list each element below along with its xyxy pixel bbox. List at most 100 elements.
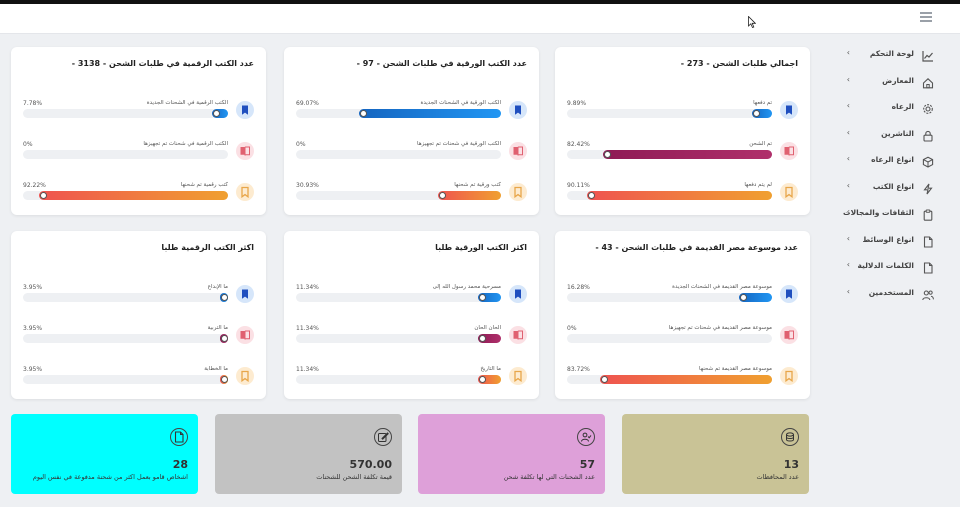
- progress-row: الكتب الرقمية في الشحنات الجديدة 7.78%: [23, 100, 254, 131]
- progress-knob: [438, 192, 446, 199]
- chevron-left-icon[interactable]: ‹: [846, 74, 850, 84]
- progress-label: لم يتم دفعها: [744, 182, 772, 188]
- sidebar-item[interactable]: انواع الرعاه ‹: [835, 148, 960, 175]
- book-icon: [236, 142, 254, 160]
- progress-label: موسوعة مصر القديمة تم شحنها: [699, 366, 772, 372]
- progress-knob: [478, 335, 486, 342]
- progress-row: موسوعة مصر القديمة في شحنات تم تجهيزها 0%: [567, 325, 798, 356]
- sidebar-item-label: الكلمات الدلالية: [857, 261, 914, 270]
- progress-track: [567, 150, 772, 159]
- chevron-left-icon[interactable]: ‹: [846, 101, 850, 110]
- progress-row: تم الشحن 82.42%: [567, 141, 798, 172]
- sidebar-item[interactable]: لوحة التحكم ‹: [835, 42, 960, 69]
- progress-label: الكتب الورقية في شحنات تم تجهيزها: [417, 141, 501, 147]
- chevron-left-icon[interactable]: ‹: [846, 48, 850, 57]
- sidebar-item[interactable]: المستخدمين ‹: [835, 281, 960, 308]
- progress-row: الكتب الورقية في الشحنات الجديدة 69.07%: [296, 100, 527, 131]
- stats-card: عدد موسوعة مصر القديمة في طلبات الشحن - …: [555, 231, 810, 399]
- sidebar-item[interactable]: الناشرين ‹: [835, 122, 960, 149]
- chevron-left-icon[interactable]: ‹: [846, 233, 850, 243]
- progress-knob: [601, 376, 609, 383]
- progress-label: تم دفعها: [753, 100, 772, 106]
- chevron-left-icon[interactable]: ‹: [846, 180, 850, 190]
- progress-row: ما الإبداع 3.95%: [23, 284, 254, 315]
- stat-label: عدد المحافظات: [756, 473, 799, 481]
- progress-row: الكتب الورقية في شحنات تم تجهيزها 0%: [296, 141, 527, 172]
- progress-fill: [477, 375, 501, 384]
- chevron-left-icon[interactable]: ‹: [846, 207, 850, 216]
- progress-percent: 0%: [23, 141, 33, 148]
- progress-knob: [588, 192, 596, 199]
- progress-knob: [220, 376, 228, 383]
- progress-track: [567, 191, 772, 200]
- progress-track: [23, 109, 228, 118]
- progress-percent: 3.95%: [23, 284, 43, 291]
- sidebar-item[interactable]: انواع الكتب ‹: [835, 175, 960, 202]
- chevron-left-icon[interactable]: ‹: [846, 260, 850, 269]
- progress-track: [567, 334, 772, 343]
- progress-fill: [600, 375, 772, 384]
- lock-icon: [922, 127, 934, 142]
- progress-label: كتب ورقية تم شحنها: [454, 182, 501, 188]
- progress-track: [296, 334, 501, 343]
- chevron-left-icon[interactable]: ‹: [846, 286, 850, 296]
- sidebar-item-label: لوحة التحكم: [869, 49, 914, 58]
- progress-percent: 83.72%: [567, 366, 590, 373]
- sidebar-item[interactable]: الرعاه ‹: [835, 95, 960, 122]
- stat-value: 28: [172, 458, 188, 471]
- progress-row: موسوعة مصر القديمة تم شحنها 83.72%: [567, 366, 798, 397]
- progress-track: [296, 150, 501, 159]
- progress-fill: [219, 334, 228, 343]
- progress-track: [296, 109, 501, 118]
- progress-track: [567, 293, 772, 302]
- progress-track: [23, 375, 228, 384]
- progress-track: [567, 109, 772, 118]
- progress-label: ما الإبداع: [207, 284, 228, 290]
- home-icon: [922, 74, 934, 88]
- bookmark-icon: [780, 367, 798, 385]
- edit-icon: [374, 428, 392, 446]
- progress-fill: [38, 191, 228, 200]
- progress-percent: 90.11%: [567, 182, 590, 189]
- progress-track: [23, 293, 228, 302]
- progress-percent: 92.22%: [23, 182, 46, 189]
- stat-value: 57: [579, 458, 595, 471]
- menu-toggle-icon[interactable]: [920, 12, 932, 22]
- progress-percent: 11.34%: [296, 284, 319, 291]
- sidebar-item-label: المعارض: [882, 75, 914, 85]
- progress-track: [296, 375, 501, 384]
- progress-fill: [587, 191, 772, 200]
- stats-card: اكثر الكتب الرقمية طلبا ما الإبداع 3.95% ما…: [11, 231, 266, 399]
- users-icon: [922, 286, 934, 300]
- progress-knob: [739, 294, 747, 301]
- stat-value: 13: [783, 458, 799, 471]
- progress-track: [23, 334, 228, 343]
- sidebar-item-label: انواع الوسائط: [862, 234, 914, 244]
- progress-track: [296, 293, 501, 302]
- chevron-left-icon[interactable]: ‹: [846, 127, 850, 137]
- sidebar-item-label: الناشرين: [881, 128, 914, 138]
- bookmark-icon: [780, 183, 798, 201]
- sidebar-item[interactable]: المعارض ‹: [835, 69, 960, 96]
- clipboard-icon: [922, 206, 934, 221]
- coins-icon: [781, 428, 799, 446]
- sidebar-item[interactable]: الثقافات والمجالات ‹: [835, 201, 960, 228]
- progress-row: ما الخطابة 3.95%: [23, 366, 254, 397]
- progress-label: مسرحية محمد رسول الله إلى: [432, 284, 501, 290]
- progress-track: [23, 191, 228, 200]
- sidebar-item[interactable]: انواع الوسائط ‹: [835, 228, 960, 255]
- progress-label: ما الخطابة: [204, 366, 228, 372]
- progress-label: موسوعة مصر القديمة في شحنات تم تجهيزها: [668, 325, 772, 331]
- progress-row: مسرحية محمد رسول الله إلى 11.34%: [296, 284, 527, 315]
- sidebar-item-label: المستخدمين: [868, 287, 914, 297]
- bookmark-icon: [509, 101, 527, 119]
- card-title: عدد الكتب الورقية في طلبات الشحن - 97 -: [356, 59, 527, 68]
- sidebar-item[interactable]: الكلمات الدلالية ‹: [835, 254, 960, 281]
- progress-fill: [212, 109, 228, 118]
- progress-row: لم يتم دفعها 90.11%: [567, 182, 798, 213]
- mouse-cursor-icon: [748, 16, 756, 28]
- chevron-left-icon[interactable]: ‹: [846, 154, 850, 163]
- stats-card: عدد الكتب الرقمية في طلبات الشحن - 3138 …: [11, 47, 266, 215]
- progress-percent: 11.34%: [296, 366, 319, 373]
- book-icon: [236, 326, 254, 344]
